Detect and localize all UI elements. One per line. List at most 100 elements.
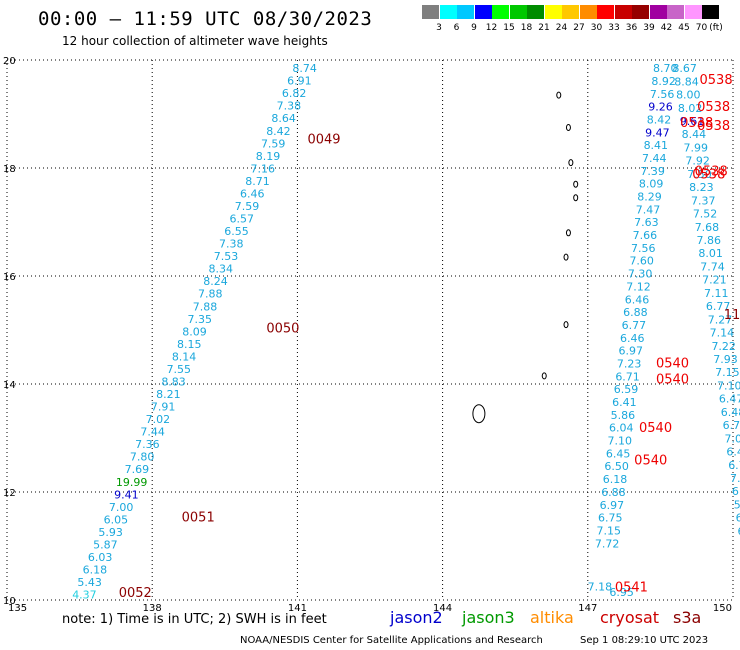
colorbar-label: 45 <box>678 23 690 33</box>
wave-height-value: 5.86 <box>611 409 636 422</box>
wave-height-value: 7.15 <box>596 524 621 537</box>
colorbar-swatch <box>702 5 719 19</box>
wave-height-value: 7.38 <box>277 100 302 113</box>
generated-timestamp: Sep 1 08:29:10 UTC 2023 <box>580 635 709 646</box>
pass-time-label: 1156 <box>724 308 740 323</box>
wave-height-value: 6.57 <box>229 213 254 226</box>
wave-height-value: 5.87 <box>93 538 118 551</box>
wave-height-value: 8.83 <box>161 375 186 388</box>
wave-height-value: 6.95 <box>609 586 634 599</box>
colorbar-swatch <box>614 5 632 19</box>
wave-height-value: 8.71 <box>245 175 270 188</box>
x-tick-label: 147 <box>578 603 597 614</box>
colorbar-label: 21 <box>538 23 550 33</box>
colorbar-label: 6 <box>453 23 460 33</box>
pass-time-label: 0052 <box>119 586 152 601</box>
wave-height-value: 7.59 <box>235 200 260 213</box>
wave-height-value: 6.04 <box>609 422 634 435</box>
wave-height-value: 5.65 <box>734 498 740 511</box>
pass-time-label: 0538 <box>697 100 730 115</box>
island-outline <box>563 253 569 261</box>
colorbar-swatch <box>667 5 684 19</box>
wave-height-value: 7.72 <box>595 537 620 550</box>
pass-time-label: 0538 <box>695 165 728 180</box>
wave-height-value: 7.53 <box>214 250 239 263</box>
wave-height-value: 9.41 <box>114 488 139 501</box>
wave-height-value: 7.21 <box>702 274 727 287</box>
wave-height-value: 7.52 <box>693 208 718 221</box>
wave-height-value: 7.10 <box>607 435 632 448</box>
wave-height-value: 8.34 <box>209 263 234 276</box>
wave-height-value: 6.46 <box>625 293 650 306</box>
pass-time-label: 0540 <box>656 373 689 388</box>
x-tick-label: 144 <box>433 603 452 614</box>
colorbar-label: 3 <box>436 23 442 33</box>
wave-height-value: 8.92 <box>651 75 676 88</box>
colorbar-swatch <box>457 5 474 19</box>
wave-height-value: 7.36 <box>135 438 160 451</box>
y-tick-label: 16 <box>3 272 16 283</box>
wave-height-value: 7.10 <box>717 379 740 392</box>
legend-cryosat: cryosat <box>600 608 660 627</box>
wave-height-value: 6.18 <box>83 564 108 577</box>
wave-height-value: 7.92 <box>685 155 710 168</box>
wave-height-value: 6.97 <box>600 499 625 512</box>
island-outline <box>556 91 562 99</box>
wave-height-value: 8.74 <box>292 62 317 75</box>
wave-height-value: 6.75 <box>598 512 623 525</box>
wave-height-value: 6.94 <box>736 512 740 525</box>
wave-height-value: 7.44 <box>642 152 667 165</box>
wave-height-value: 8.70 <box>653 62 678 75</box>
wave-height-value: 7.74 <box>700 260 725 273</box>
wave-height-value: 7.80 <box>130 451 155 464</box>
wave-height-value: 8.29 <box>637 191 662 204</box>
colorbar-label: 33 <box>608 23 620 33</box>
legend-altika: altika <box>530 608 574 627</box>
y-tick-label: 12 <box>3 488 16 499</box>
wave-height-value: 7.86 <box>697 234 722 247</box>
wave-height-value: 7.15 <box>715 366 740 379</box>
wave-height-value: 6.71 <box>615 370 640 383</box>
pass-time-label: 0541 <box>615 581 648 596</box>
island-outline <box>472 404 486 424</box>
wave-height-value: 7.68 <box>695 221 720 234</box>
colorbar-label: 36 <box>625 23 638 33</box>
pass-time-label: 0540 <box>634 454 667 469</box>
wave-height-value: 6.47 <box>719 393 740 406</box>
wave-height-value: 7.16 <box>250 162 275 175</box>
wave-height-value: 6.46 <box>240 187 265 200</box>
wave-height-value: 8.64 <box>271 112 296 125</box>
wave-height-value: 7.39 <box>640 165 665 178</box>
wave-height-value: 8.24 <box>203 275 228 288</box>
pass-time-label: 0538 <box>697 119 730 134</box>
wave-height-value: 7.50 <box>687 168 712 181</box>
wave-height-value: 6.55 <box>224 225 249 238</box>
wave-height-value: 7.70 <box>730 472 740 485</box>
colorbar-swatch <box>544 5 562 19</box>
wave-height-value: 9.47 <box>645 126 670 139</box>
colorbar-swatch <box>422 5 439 19</box>
wave-height-value: 19.99 <box>116 476 148 489</box>
wave-height-value: 6.05 <box>104 513 129 526</box>
wave-height-value: 6.82 <box>282 87 307 100</box>
colorbar-label: 27 <box>573 23 585 33</box>
y-tick-label: 20 <box>3 56 16 67</box>
wave-height-value: 6.45 <box>726 446 740 459</box>
colorbar-label: 30 <box>590 23 603 33</box>
wave-height-value: 8.19 <box>256 150 281 163</box>
legend-s3a: s3a <box>673 608 702 627</box>
island-outline <box>573 180 579 188</box>
wave-height-value: 7.63 <box>634 216 659 229</box>
wave-height-value: 7.18 <box>588 581 613 594</box>
wave-height-value: 6.76 <box>723 419 740 432</box>
pass-time-label: 0049 <box>307 132 340 147</box>
wave-height-value: 7.12 <box>626 280 651 293</box>
colorbar-swatch <box>474 5 492 19</box>
island-outline <box>568 159 574 167</box>
wave-height-value: 6.77 <box>622 319 647 332</box>
colorbar-label: 39 <box>643 23 655 33</box>
wave-height-value: 6.59 <box>614 383 639 396</box>
wave-height-value: 8.14 <box>172 350 197 363</box>
colorbar-swatch <box>492 5 509 19</box>
island-outline <box>565 229 571 237</box>
